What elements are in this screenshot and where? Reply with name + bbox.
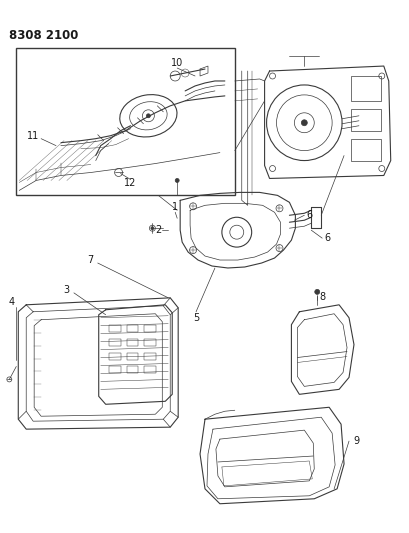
Bar xyxy=(108,325,120,332)
Circle shape xyxy=(175,179,179,182)
Text: 9: 9 xyxy=(352,436,358,446)
Bar xyxy=(126,338,138,345)
Bar xyxy=(350,139,380,160)
Bar xyxy=(144,338,156,345)
Text: 10: 10 xyxy=(171,58,183,68)
Circle shape xyxy=(151,227,153,230)
Text: 3: 3 xyxy=(63,285,69,295)
Text: 8308 2100: 8308 2100 xyxy=(9,29,79,42)
Bar xyxy=(350,76,380,101)
Bar xyxy=(126,367,138,374)
Bar xyxy=(16,48,234,196)
Bar xyxy=(350,109,380,131)
Circle shape xyxy=(301,120,307,126)
Bar xyxy=(126,325,138,332)
Text: 11: 11 xyxy=(27,131,39,141)
Bar xyxy=(108,338,120,345)
Circle shape xyxy=(314,289,319,294)
Text: 6: 6 xyxy=(323,233,329,243)
Bar xyxy=(108,367,120,374)
Bar xyxy=(144,325,156,332)
Text: 5: 5 xyxy=(193,313,199,323)
Bar xyxy=(144,367,156,374)
Text: 1: 1 xyxy=(172,203,178,212)
Bar xyxy=(126,352,138,360)
Circle shape xyxy=(146,114,150,118)
Text: 2: 2 xyxy=(155,225,161,235)
Text: 7: 7 xyxy=(88,255,94,265)
Text: 4: 4 xyxy=(8,297,14,307)
Bar xyxy=(144,352,156,360)
Text: 6: 6 xyxy=(306,210,312,220)
Bar xyxy=(108,352,120,360)
Text: 8: 8 xyxy=(318,292,324,302)
Text: 12: 12 xyxy=(124,179,136,189)
